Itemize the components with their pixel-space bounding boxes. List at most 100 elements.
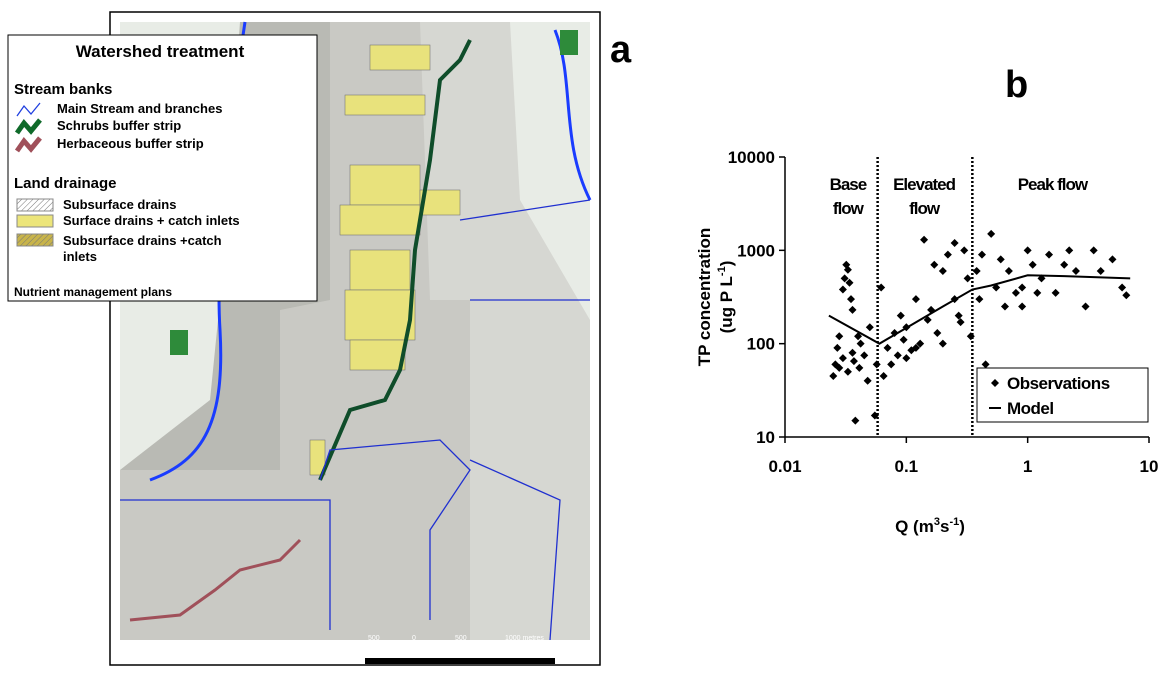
legend-swatch xyxy=(17,215,53,227)
legend-item: Subsurface drains xyxy=(63,197,176,212)
map-panel: 500 0 500 1000 metres Watershed treatmen… xyxy=(8,12,600,665)
chart: Q (m3s-1) TP concentration (ug P L-1) 10… xyxy=(695,148,1158,536)
observation-point xyxy=(860,351,868,359)
observation-point xyxy=(829,372,837,380)
legend-swatch xyxy=(17,199,53,211)
observation-point xyxy=(978,251,986,259)
observation-point xyxy=(1005,267,1013,275)
observation-point xyxy=(987,230,995,238)
observation-point xyxy=(1033,289,1041,297)
observation-point xyxy=(851,417,859,425)
legend-swatch xyxy=(17,234,53,246)
scale-label: 500 xyxy=(455,635,467,642)
observation-point xyxy=(1082,303,1090,311)
observation-point xyxy=(850,357,858,365)
observation-point xyxy=(897,312,905,320)
region-label: Elevated xyxy=(893,175,956,194)
legend-item: Main Stream and branches xyxy=(57,101,222,116)
observation-point xyxy=(1108,255,1116,263)
panel-label: a xyxy=(610,29,632,71)
observation-point xyxy=(866,323,874,331)
observation-point xyxy=(933,329,941,337)
observation-point xyxy=(1072,267,1080,275)
observation-point xyxy=(847,295,855,303)
page: 500 0 500 1000 metres Watershed treatmen… xyxy=(0,0,1160,675)
observation-point xyxy=(900,336,908,344)
legend-item: Subsurface drains +catch xyxy=(63,233,222,248)
y-axis-label-line: TP concentration xyxy=(695,228,714,367)
observation-point xyxy=(887,360,895,368)
figure: 500 0 500 1000 metres Watershed treatmen… xyxy=(0,0,1160,670)
observation-point xyxy=(839,286,847,294)
observation-point xyxy=(894,351,902,359)
observation-point xyxy=(1118,283,1126,291)
observation-point xyxy=(1060,261,1068,269)
observation-point xyxy=(884,344,892,352)
legend-box xyxy=(8,35,317,301)
scale-label: 1000 metres xyxy=(505,635,544,642)
observation-point xyxy=(835,332,843,340)
observation-point xyxy=(857,340,865,348)
observation-point xyxy=(1045,251,1053,259)
legend-item: inlets xyxy=(63,249,97,264)
legend-item: Surface drains + catch inlets xyxy=(63,213,240,228)
region-label: flow xyxy=(909,199,941,218)
observation-point xyxy=(864,377,872,385)
legend-heading: Land drainage xyxy=(14,175,117,192)
observation-point xyxy=(912,295,920,303)
region-label: flow xyxy=(833,199,865,218)
observation-point xyxy=(920,236,928,244)
region-label: Peak flow xyxy=(1018,175,1089,194)
observation-point xyxy=(939,267,947,275)
observation-point xyxy=(967,332,975,340)
y-tick-label: 10000 xyxy=(728,148,775,167)
observation-point xyxy=(944,251,952,259)
x-axis-label: Q (m3s-1) xyxy=(895,516,965,536)
observation-point xyxy=(855,364,863,372)
observation-point xyxy=(844,368,852,376)
observation-point xyxy=(1024,246,1032,254)
map-legend: Watershed treatment Stream banks Main St… xyxy=(8,35,317,301)
observation-point xyxy=(1029,261,1037,269)
observation-point xyxy=(873,360,881,368)
y-tick-label: 1000 xyxy=(737,241,775,260)
observation-point xyxy=(1090,246,1098,254)
y-axis-label-line: (ug P L-1) xyxy=(716,261,736,334)
observation-point xyxy=(955,312,963,320)
observation-point xyxy=(833,344,841,352)
legend-title: Watershed treatment xyxy=(76,42,245,61)
observation-point xyxy=(957,318,965,326)
y-tick-label: 10 xyxy=(756,428,775,447)
observation-point xyxy=(1122,291,1130,299)
scale-bar xyxy=(365,658,555,664)
y-tick-label: 100 xyxy=(747,335,775,354)
x-tick-label: 0.01 xyxy=(768,457,801,476)
observation-point xyxy=(1018,303,1026,311)
observation-point xyxy=(982,360,990,368)
observation-point xyxy=(848,306,856,314)
legend-label: Model xyxy=(1007,399,1054,418)
observation-point xyxy=(939,340,947,348)
scale-label: 500 xyxy=(368,635,380,642)
y-axis-label: TP concentration (ug P L-1) xyxy=(695,228,736,367)
x-tick-label: 1 xyxy=(1023,457,1032,476)
x-tick-label: 0.1 xyxy=(895,457,919,476)
observation-point xyxy=(930,261,938,269)
scale-label: 0 xyxy=(412,635,416,642)
observation-point xyxy=(1018,283,1026,291)
observation-point xyxy=(902,354,910,362)
legend-footer: Nutrient management plans xyxy=(14,285,172,299)
observation-point xyxy=(1052,289,1060,297)
observation-point xyxy=(848,349,856,357)
observation-point xyxy=(1065,246,1073,254)
panel-label: b xyxy=(1005,64,1028,106)
legend-item: Herbaceous buffer strip xyxy=(57,136,204,151)
observation-point xyxy=(964,274,972,282)
region-label: Base xyxy=(830,175,867,194)
observation-point xyxy=(1097,267,1105,275)
observation-point xyxy=(839,354,847,362)
legend-label: Observations xyxy=(1007,374,1110,393)
legend-item: Schrubs buffer strip xyxy=(57,118,181,133)
observation-point xyxy=(880,372,888,380)
observation-point xyxy=(960,246,968,254)
